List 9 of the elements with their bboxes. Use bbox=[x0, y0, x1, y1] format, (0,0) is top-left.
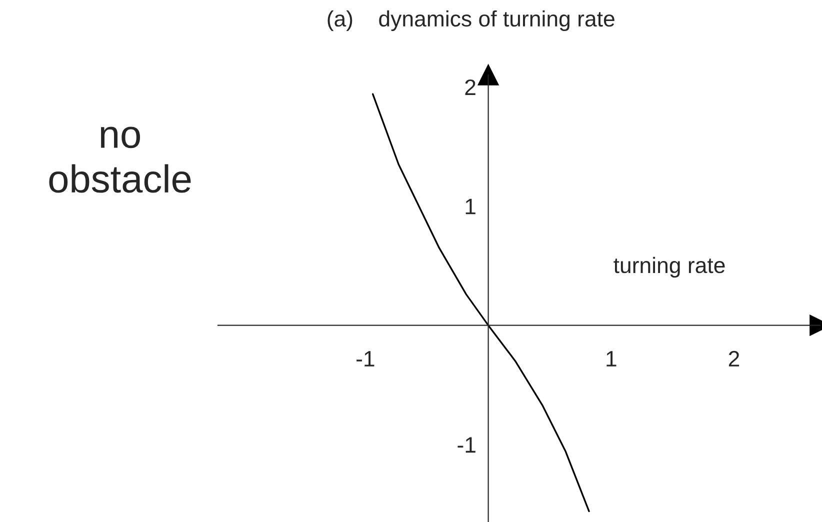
y-tick-label: 1 bbox=[466, 198, 476, 214]
chart-title: (a) dynamics of turning rate bbox=[328, 10, 614, 32]
text: no obstacle bbox=[49, 126, 191, 193]
x-tick-label: 2 bbox=[728, 350, 740, 366]
x-tick-label: -1 bbox=[356, 351, 374, 366]
y-tick-label: -1 bbox=[458, 437, 476, 453]
x-tick-label: 1 bbox=[606, 351, 616, 366]
y-tick-label: 2 bbox=[465, 79, 476, 95]
x-axis-title: turning rate bbox=[614, 256, 725, 278]
